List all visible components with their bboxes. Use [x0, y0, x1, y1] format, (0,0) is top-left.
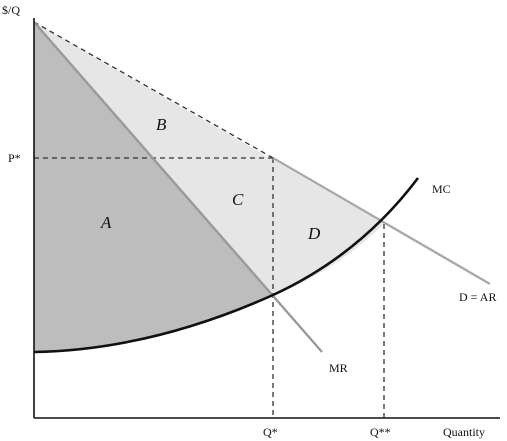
region-a-shape — [34, 22, 273, 352]
region-b-label: B — [156, 115, 167, 134]
region-d-label: D — [307, 224, 321, 243]
dashed-demand-extension — [33, 21, 274, 159]
mr-curve — [33, 21, 323, 353]
mr-label: MR — [329, 361, 348, 375]
region-a-label: A — [100, 213, 112, 232]
x-axis-label: Quantity — [443, 425, 485, 439]
price-label: P* — [8, 151, 21, 165]
demand-label: D = AR — [459, 290, 496, 304]
mc-curve — [33, 177, 420, 354]
mc-label: MC — [432, 182, 451, 196]
y-axis-label: $/Q — [2, 3, 20, 17]
region-c-label: C — [232, 190, 244, 209]
q-star-label: Q* — [263, 425, 278, 439]
q-double-star-label: Q** — [370, 425, 391, 439]
